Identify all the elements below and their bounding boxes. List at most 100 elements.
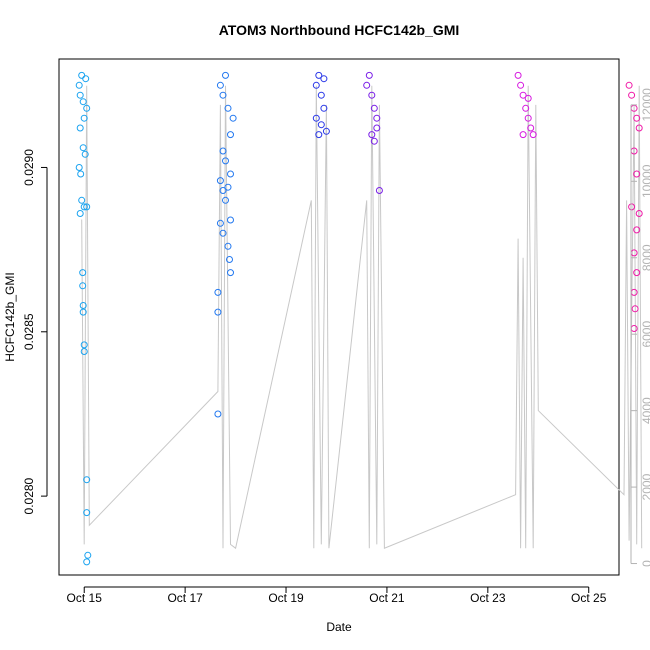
y-axis-label: HCFC142b_GMI [3, 272, 17, 361]
y-tick-label: 0.0280 [22, 477, 36, 514]
data-point [84, 551, 92, 559]
data-point [83, 476, 91, 484]
data-point [315, 71, 323, 79]
plot-frame [58, 58, 620, 576]
data-point [216, 219, 224, 227]
data-point [633, 114, 641, 122]
data-point [524, 94, 532, 102]
data-point [222, 71, 229, 79]
data-point [519, 91, 527, 99]
data-point [633, 170, 641, 178]
data-point [524, 114, 532, 122]
x-tick-label: Oct 23 [470, 591, 506, 605]
data-point [216, 177, 224, 185]
data-point [83, 558, 91, 566]
data-point [375, 187, 383, 194]
data-point [214, 410, 222, 418]
data-point [81, 150, 89, 158]
data-points [75, 71, 643, 566]
data-point [633, 269, 641, 277]
data-point [216, 81, 224, 89]
x-tick-label: Oct 17 [167, 591, 203, 605]
series-1 [75, 71, 92, 566]
data-point [363, 81, 371, 89]
data-point [214, 288, 222, 296]
data-point [75, 81, 83, 89]
chart-title: ATOM3 Northbound HCFC142b_GMI [219, 22, 460, 38]
data-point [370, 104, 378, 112]
data-point [227, 216, 234, 224]
y-axis: 0.0280 0.0285 0.0290 [22, 149, 48, 514]
data-point [315, 131, 323, 139]
y2-tick-label: 12000 [640, 88, 650, 122]
data-point [628, 203, 636, 211]
y2-tick-label: 10000 [640, 164, 650, 198]
data-point [529, 131, 537, 139]
data-point [227, 131, 234, 139]
data-point [227, 170, 234, 178]
data-point [219, 91, 227, 99]
y2-tick-label: 2000 [640, 473, 650, 500]
data-point [635, 124, 643, 132]
data-point [368, 91, 376, 99]
data-point [79, 269, 87, 277]
data-point [368, 131, 376, 139]
series-3 [312, 71, 330, 139]
data-point [78, 71, 86, 79]
data-point [527, 124, 535, 132]
data-point [317, 91, 325, 99]
data-point [519, 131, 527, 139]
data-point [82, 75, 90, 83]
altitude-trace [81, 85, 643, 550]
x-tick-label: Oct 15 [67, 591, 103, 605]
y2-tick-label: 4000 [640, 397, 650, 424]
y2-tick-label: 6000 [640, 321, 650, 348]
data-point [219, 187, 227, 194]
data-point [76, 124, 84, 132]
data-point [373, 114, 381, 122]
data-point [79, 144, 87, 152]
data-point [80, 341, 88, 349]
data-point [83, 104, 91, 112]
data-point [320, 75, 328, 83]
data-point [631, 305, 639, 313]
data-point [219, 229, 227, 237]
data-point [312, 81, 320, 89]
data-point [83, 509, 91, 517]
x-tick-label: Oct 19 [268, 591, 304, 605]
data-point [224, 183, 232, 191]
data-point [226, 256, 233, 263]
data-point [224, 104, 232, 112]
data-point [373, 124, 381, 132]
data-point [317, 121, 325, 129]
data-point [219, 147, 227, 155]
data-point [78, 196, 86, 204]
data-point [633, 226, 641, 234]
x-axis-label: Date [326, 620, 352, 634]
data-point [79, 282, 87, 290]
series-5 [514, 71, 537, 139]
data-point [222, 157, 229, 165]
data-point [514, 71, 522, 79]
data-point [75, 164, 83, 171]
data-point [80, 348, 88, 355]
y-tick-label: 0.0290 [22, 149, 36, 186]
data-point [224, 242, 232, 250]
series-6 [625, 81, 643, 332]
data-point [76, 210, 84, 217]
y2-tick-label: 0 [640, 560, 650, 567]
data-point [80, 203, 88, 211]
data-point [365, 71, 373, 79]
data-point [229, 114, 237, 122]
data-point [625, 81, 633, 89]
data-point [635, 210, 643, 217]
x-tick-label: Oct 21 [369, 591, 405, 605]
series-2 [214, 71, 237, 418]
data-point [83, 203, 91, 211]
series-4 [363, 71, 383, 194]
y-tick-label: 0.0285 [22, 313, 36, 350]
data-point [79, 308, 87, 316]
data-point [320, 104, 328, 112]
